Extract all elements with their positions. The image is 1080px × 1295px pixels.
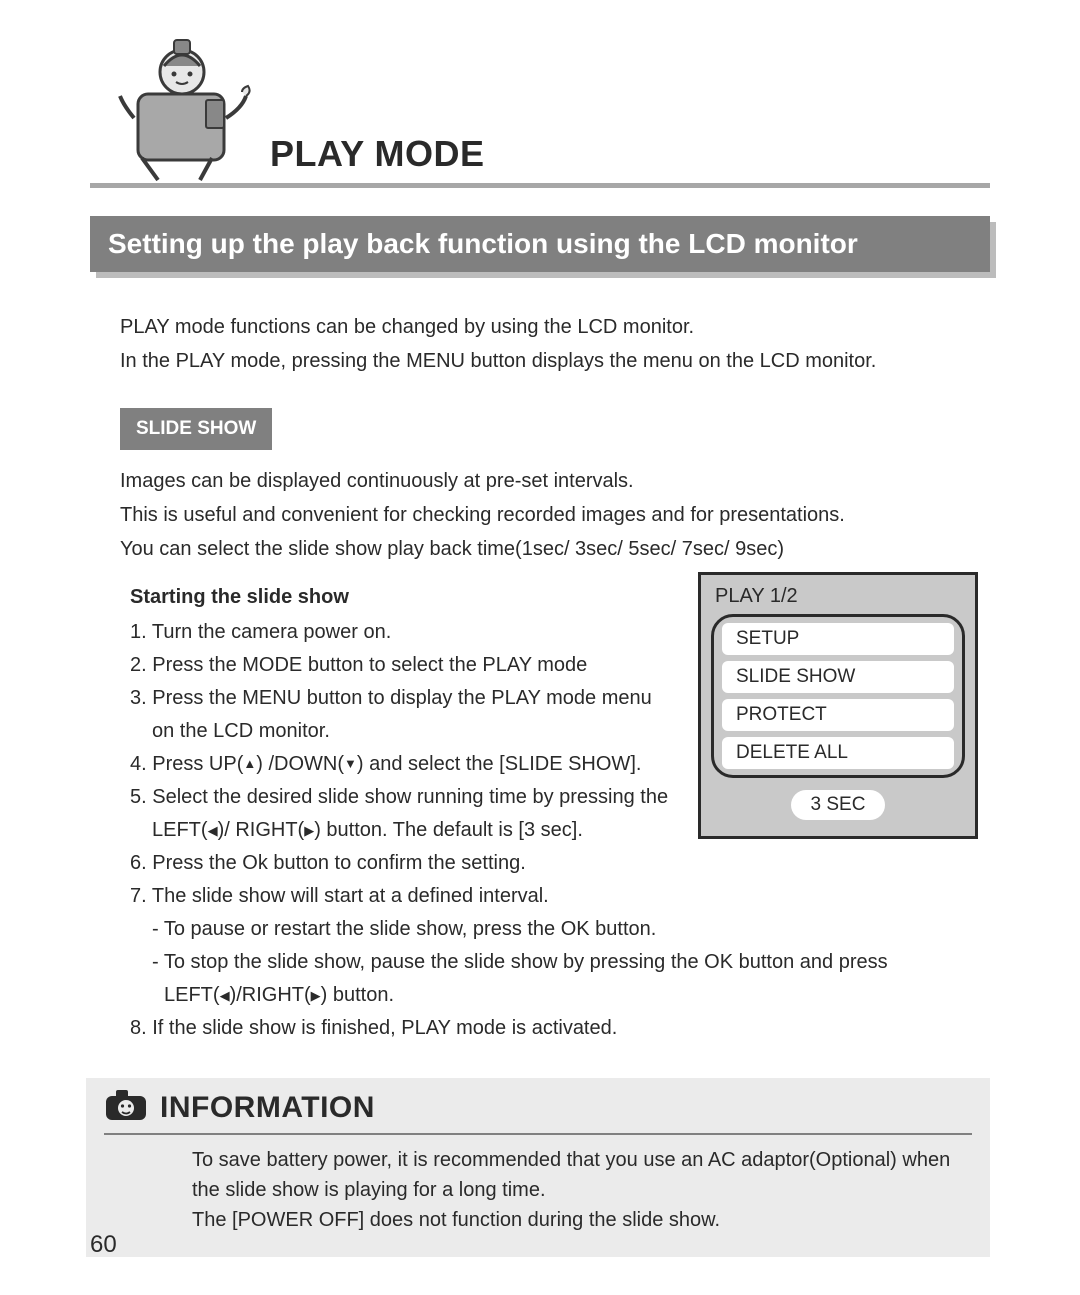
- steps-list-cont: 6. Press the Ok button to confirm the se…: [130, 848, 990, 1044]
- lcd-menu-item: SETUP: [722, 623, 954, 655]
- intro-line: In the PLAY mode, pressing the MENU butt…: [120, 346, 980, 376]
- step: LEFT()/ RIGHT() button. The default is […: [152, 815, 672, 846]
- step: - To pause or restart the slide show, pr…: [152, 914, 990, 945]
- lcd-menu-item: PROTECT: [722, 699, 954, 731]
- section-subhead: Setting up the play back function using …: [90, 216, 990, 272]
- left-icon: [220, 984, 230, 1006]
- mascot-illustration: [110, 26, 260, 184]
- camera-icon: [104, 1088, 148, 1127]
- header-block: PLAY MODE: [90, 28, 990, 188]
- information-block: INFORMATION To save battery power, it is…: [86, 1078, 990, 1257]
- right-icon: [304, 819, 314, 841]
- info-line: The [POWER OFF] does not function during…: [192, 1205, 972, 1235]
- lcd-timer: 3 SEC: [791, 790, 886, 820]
- step: 6. Press the Ok button to confirm the se…: [130, 848, 990, 879]
- up-icon: [243, 753, 256, 775]
- page-number: 60: [90, 1231, 117, 1259]
- step: LEFT()/RIGHT() button.: [164, 980, 990, 1011]
- intro-text: PLAY mode functions can be changed by us…: [120, 312, 980, 376]
- step: - To stop the slide show, pause the slid…: [152, 947, 990, 978]
- intro-line: PLAY mode functions can be changed by us…: [120, 312, 980, 342]
- step: 4. Press UP() /DOWN() and select the [SL…: [130, 749, 672, 780]
- lcd-screen: PLAY 1/2 SETUP SLIDE SHOW PROTECT DELETE…: [698, 572, 978, 839]
- step: on the LCD monitor.: [152, 716, 672, 747]
- info-body: To save battery power, it is recommended…: [192, 1145, 972, 1235]
- lcd-title: PLAY 1/2: [711, 583, 965, 614]
- slideshow-desc: Images can be displayed continuously at …: [120, 466, 980, 564]
- page-title: PLAY MODE: [270, 133, 485, 175]
- slideshow-line: Images can be displayed continuously at …: [120, 466, 980, 496]
- steps-list: 1. Turn the camera power on. 2. Press th…: [130, 617, 672, 846]
- right-icon: [311, 984, 321, 1006]
- lcd-menu: SETUP SLIDE SHOW PROTECT DELETE ALL: [711, 614, 965, 778]
- step: 7. The slide show will start at a define…: [130, 881, 990, 912]
- step: 1. Turn the camera power on.: [130, 617, 672, 648]
- step: 8. If the slide show is finished, PLAY m…: [130, 1013, 990, 1044]
- lcd-menu-item: SLIDE SHOW: [722, 661, 954, 693]
- step: 5. Select the desired slide show running…: [130, 782, 672, 813]
- left-icon: [208, 819, 218, 841]
- info-title: INFORMATION: [160, 1091, 375, 1125]
- info-line: To save battery power, it is recommended…: [192, 1145, 972, 1205]
- lcd-menu-item: DELETE ALL: [722, 737, 954, 769]
- steps-subtitle: Starting the slide show: [130, 586, 672, 609]
- slideshow-line: This is useful and convenient for checki…: [120, 500, 980, 530]
- step: 2. Press the MODE button to select the P…: [130, 650, 672, 681]
- slideshow-tag: SLIDE SHOW: [120, 408, 272, 450]
- down-icon: [344, 753, 357, 775]
- slideshow-line: You can select the slide show play back …: [120, 534, 980, 564]
- step: 3. Press the MENU button to display the …: [130, 683, 672, 714]
